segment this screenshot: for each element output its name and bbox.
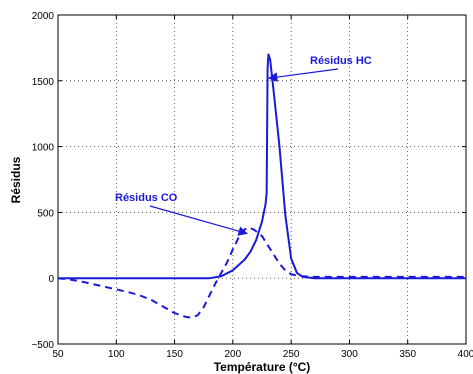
annotation-label: Résidus CO (115, 192, 178, 204)
x-tick-label: 300 (341, 349, 358, 360)
y-tick-label: 500 (37, 208, 54, 219)
x-tick-label: 350 (399, 349, 416, 360)
y-tick-label: 1500 (32, 77, 55, 88)
x-axis-ticks: 50 100 150 200 250 300 350 400 (52, 15, 473, 360)
y-tick-label: 2000 (32, 11, 55, 22)
y-axis-label: Résidus (9, 156, 23, 203)
y-tick-label: 1000 (32, 143, 55, 154)
x-tick-label: 50 (52, 349, 64, 360)
x-tick-label: 400 (458, 349, 473, 360)
x-tick-label: 150 (166, 349, 183, 360)
series-layer (57, 53, 466, 319)
plot-area (57, 14, 467, 345)
annotation-label: Résidus HC (310, 55, 372, 67)
x-tick-label: 250 (283, 349, 300, 360)
annotation-arrow (267, 68, 339, 82)
y-tick-label: 0 (48, 274, 54, 285)
x-tick-label: 200 (225, 349, 242, 360)
annotation-layer: Résidus HC Résidus CO (115, 55, 372, 236)
annotation-arrow (149, 205, 249, 236)
series-line-co (57, 226, 466, 319)
x-tick-label: 100 (108, 349, 125, 360)
y-tick-label: −500 (31, 340, 54, 351)
x-axis-label: Température (°C) (214, 360, 311, 374)
